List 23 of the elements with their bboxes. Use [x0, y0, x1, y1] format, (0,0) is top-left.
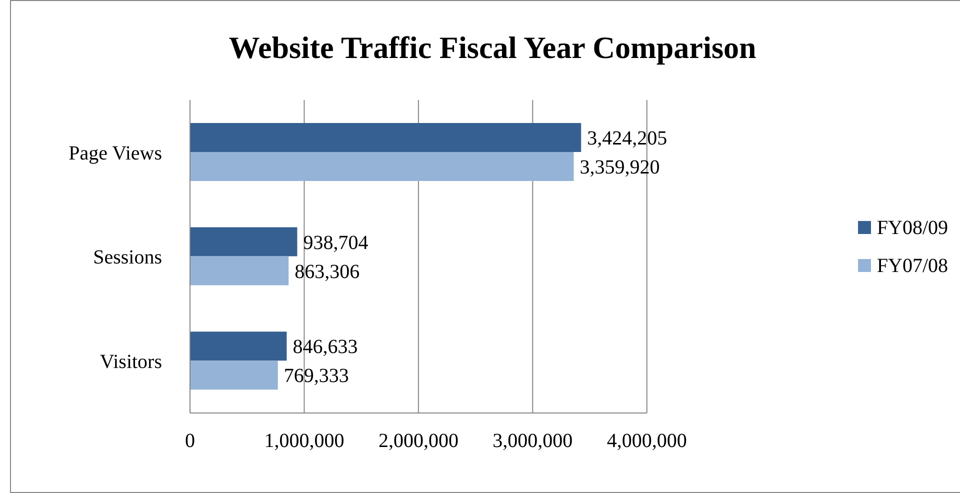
bar	[190, 256, 289, 286]
x-tick-label: 3,000,000	[492, 430, 573, 452]
x-tick-label: 0	[185, 430, 195, 452]
chart-title: Website Traffic Fiscal Year Comparison	[228, 30, 758, 66]
data-label: 938,704	[303, 232, 368, 254]
x-tick-label: 4,000,000	[606, 430, 687, 452]
data-label: 769,333	[284, 365, 349, 388]
bar	[190, 360, 278, 390]
data-label: 3,424,205	[587, 128, 668, 150]
bar	[190, 227, 298, 256]
y-tick-label: Sessions	[93, 246, 162, 269]
x-tick-label: 1,000,000	[264, 430, 344, 452]
y-tick-label: Page Views	[68, 142, 162, 164]
y-tick-label: Visitors	[100, 350, 162, 373]
data-label: 863,306	[294, 260, 360, 283]
bar	[190, 122, 582, 152]
bar	[190, 152, 574, 181]
data-label: 3,359,920	[580, 156, 660, 179]
legend-label: FY07/08	[876, 254, 948, 278]
data-label: 846,633	[292, 336, 358, 358]
bar	[190, 332, 287, 361]
legend-label: FY08/09	[876, 216, 948, 240]
x-tick-label: 2,000,000	[378, 430, 458, 452]
